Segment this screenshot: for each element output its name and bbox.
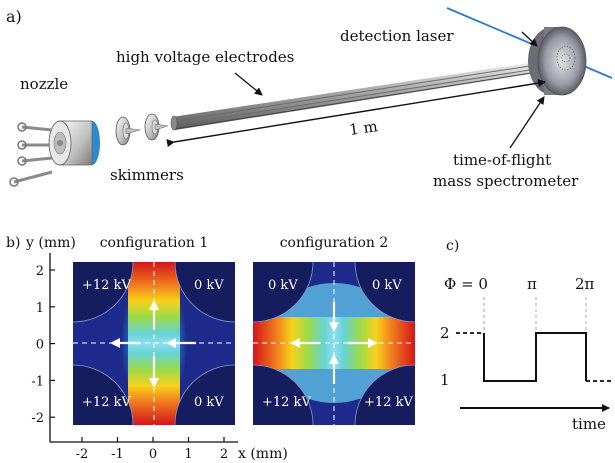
y-axis-label: y (mm) xyxy=(25,235,76,251)
laser-label: detection laser xyxy=(340,27,454,45)
config1-force-arrows xyxy=(110,300,196,388)
x-tick-label: 1 xyxy=(184,447,192,462)
electrodes-label: high voltage electrodes xyxy=(116,48,294,66)
config1-title: configuration 1 xyxy=(100,235,209,251)
config1-field-map xyxy=(73,262,235,425)
config2-force-arrows xyxy=(290,302,378,384)
tof-label-line2: mass spectrometer xyxy=(433,172,579,190)
time-axis-label: time xyxy=(572,415,606,433)
skimmers-device xyxy=(115,113,169,146)
y-tick-label: 0 xyxy=(36,338,44,353)
panel-c-label: c) xyxy=(446,238,459,254)
nozzle-label: nozzle xyxy=(20,75,68,93)
config1-bl-voltage: +12 kV xyxy=(82,395,131,410)
phase-2pi-label: 2π xyxy=(575,275,595,293)
laser-pointer-arrow xyxy=(521,31,538,47)
electrodes-pointer-arrow xyxy=(234,72,263,96)
level-2-label: 2 xyxy=(440,324,450,342)
config1-tr-voltage: 0 kV xyxy=(194,278,224,293)
phase-pi-label: π xyxy=(527,275,537,293)
config2-tl-voltage: 0 kV xyxy=(268,278,298,293)
y-tick-label: -2 xyxy=(31,411,44,426)
switching-waveform xyxy=(483,332,587,382)
level-1-label: 1 xyxy=(440,371,450,389)
panel-a: a) xyxy=(6,7,613,190)
length-label: 1 m xyxy=(348,117,379,139)
y-tick-label: -1 xyxy=(31,374,44,389)
tof-pointer-arrow xyxy=(509,96,545,149)
length-arrow xyxy=(166,79,546,148)
panel-a-label: a) xyxy=(6,7,22,26)
x-tick-label: -1 xyxy=(111,447,124,462)
config2-title: configuration 2 xyxy=(280,235,389,251)
phase-zero-label: Φ = 0 xyxy=(444,275,488,293)
panel-c: c) Φ = 0 π 2π 2 1 time xyxy=(440,238,612,433)
tof-spectrometer-device xyxy=(528,26,587,96)
panel-b-label: b) xyxy=(6,235,20,251)
y-tick-label: 1 xyxy=(36,301,44,316)
nozzle-device xyxy=(9,120,100,187)
x-tick-label: 0 xyxy=(149,447,157,462)
y-tick-label: 2 xyxy=(36,264,44,279)
x-axis-label: x (mm) xyxy=(238,446,288,462)
config2-bl-voltage: +12 kV xyxy=(262,395,311,410)
config1-tl-voltage: +12 kV xyxy=(82,278,131,293)
skimmers-label: skimmers xyxy=(110,166,184,184)
tof-label-line1: time-of-flight xyxy=(453,151,551,169)
panel-b: b) y (mm) 2 1 0 -1 -2 -2 -1 0 1 2 x (mm) configur… xyxy=(6,235,415,462)
config2-tr-voltage: 0 kV xyxy=(372,278,402,293)
config2-br-voltage: +12 kV xyxy=(364,395,413,410)
x-tick-label: -2 xyxy=(76,447,89,462)
config1-br-voltage: 0 kV xyxy=(194,395,224,410)
x-tick-label: 2 xyxy=(220,447,228,462)
